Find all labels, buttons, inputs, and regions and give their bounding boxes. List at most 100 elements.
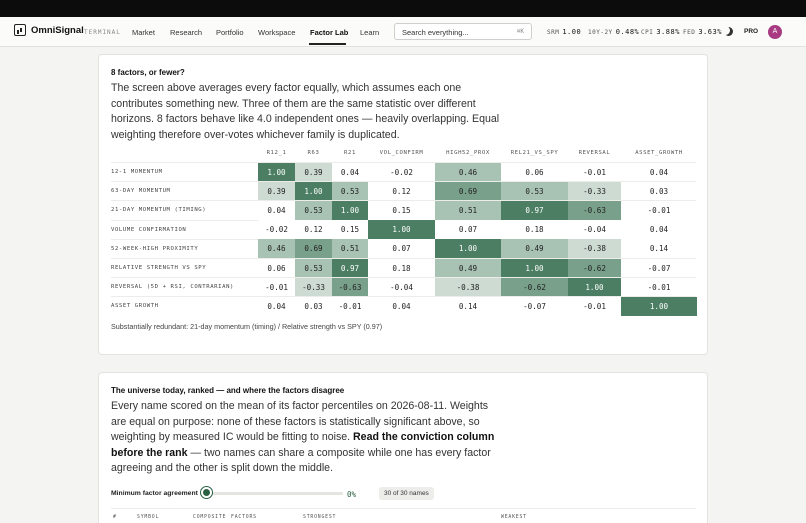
matrix-cell: 0.49 — [435, 258, 501, 278]
matrix-cell: -0.07 — [621, 258, 697, 278]
nav-item-research[interactable]: Research — [170, 28, 203, 37]
avatar[interactable]: A — [768, 25, 782, 39]
ranking-column-header[interactable]: # — [113, 515, 117, 520]
matrix-cell: 0.14 — [435, 296, 501, 316]
matrix-column-header: ASSET_GROWTH — [635, 150, 683, 156]
ticker-fed: FED 3.63% — [683, 28, 722, 36]
matrix-cell: -0.62 — [501, 277, 568, 297]
nav-item-workspace[interactable]: Workspace — [258, 28, 296, 37]
search-placeholder: Search everything... — [402, 28, 469, 37]
matrix-cell: 0.53 — [295, 200, 332, 220]
matrix-cell: 1.00 — [568, 277, 621, 297]
nav-item-factor-lab[interactable]: Factor Lab — [310, 28, 349, 37]
matrix-cell: 0.97 — [501, 200, 568, 220]
matrix-column-header: R12_1 — [266, 150, 287, 156]
matrix-cell: -0.63 — [568, 200, 621, 220]
matrix-cell: 0.69 — [295, 239, 332, 259]
active-tab-indicator — [309, 43, 346, 45]
ticker-10y2y: 10Y-2Y 0.48% — [588, 28, 640, 36]
nav-item-market[interactable]: Market — [132, 28, 155, 37]
matrix-cell: 0.06 — [501, 162, 568, 182]
matrix-cell: 0.04 — [258, 296, 295, 316]
matrix-cell: -0.01 — [621, 277, 697, 297]
matrix-cell: 0.53 — [501, 181, 568, 201]
top-nav: OmniSignal TERMINAL Market Research Port… — [0, 17, 806, 47]
matrix-column-header: REL21_VS_SPY — [510, 150, 559, 156]
matrix-cell: 0.53 — [332, 181, 368, 201]
universe-card: The universe today, ranked — and where t… — [98, 372, 708, 523]
matrix-cell: 1.00 — [621, 296, 697, 316]
ranking-column-header[interactable]: FACTORS — [231, 515, 257, 520]
agreement-slider-track[interactable] — [206, 492, 343, 495]
matrix-cell: -0.38 — [435, 277, 501, 297]
matrix-cell: 0.07 — [368, 239, 435, 259]
matrix-cell: 0.06 — [258, 258, 295, 278]
terminal-tag: TERMINAL — [84, 29, 121, 36]
matrix-row-label: 12-1 MOMENTUM — [111, 169, 163, 175]
matrix-cell: 0.12 — [368, 181, 435, 201]
ranking-column-header[interactable]: COMPOSITE — [193, 515, 227, 520]
matrix-cell: 1.00 — [435, 239, 501, 259]
matrix-row-label: 63-DAY MOMENTUM — [111, 188, 171, 195]
matrix-column-header: VOL_CONFIRM — [379, 150, 424, 156]
matrix-column-header: R21 — [344, 150, 356, 156]
ranking-column-header[interactable]: SYMBOL — [137, 515, 160, 520]
matrix-cell: 0.04 — [258, 200, 295, 220]
matrix-cell: 0.69 — [435, 181, 501, 201]
matrix-cell: 0.97 — [332, 258, 368, 278]
matrix-cell: 0.46 — [258, 239, 295, 259]
matrix-row-label: VOLUME CONFIRMATION — [111, 226, 187, 233]
matrix-cell: -0.04 — [568, 220, 621, 240]
moon-icon[interactable] — [724, 27, 733, 36]
matrix-cell: 1.00 — [258, 162, 295, 182]
matrix-cell: 0.51 — [332, 239, 368, 259]
matrix-cell: -0.04 — [368, 277, 435, 297]
matrix-row-label: 21-DAY MOMENTUM (TIMING) — [111, 207, 207, 214]
matrix-cell: 0.04 — [621, 162, 697, 182]
nav-item-portfolio[interactable]: Portfolio — [216, 28, 244, 37]
matrix-row-label: ASSET GROWTH — [111, 303, 159, 310]
matrix-cell: -0.02 — [368, 162, 435, 182]
nav-item-learn[interactable]: Learn — [360, 28, 380, 37]
matrix-cell: 0.39 — [258, 181, 295, 201]
matrix-row-label: 52-WEEK-HIGH PROXIMITY — [111, 245, 199, 252]
matrix-cell: 0.03 — [621, 181, 697, 201]
matrix-cell: 0.14 — [621, 239, 697, 259]
matrix-column-header: REVERSAL — [578, 150, 611, 156]
matrix-row-label: RELATIVE STRENGTH VS SPY — [111, 265, 207, 271]
matrix-cell: 0.04 — [332, 162, 368, 182]
matrix-cell: -0.33 — [568, 181, 621, 201]
matrix-cell: 0.04 — [368, 296, 435, 316]
app-name: OmniSignal — [31, 24, 84, 36]
slider-value: 0% — [347, 490, 357, 499]
matrix-cell: -0.01 — [568, 296, 621, 316]
matrix-cell: 1.00 — [368, 220, 435, 240]
slider-label: Minimum factor agreement — [111, 490, 198, 497]
search-input[interactable]: Search everything... ⌘K — [394, 23, 532, 40]
ticker-cpi: CPI 3.88% — [641, 28, 680, 36]
factor-correlation-card: 8 factors, or fewer? The screen above av… — [98, 54, 708, 355]
matrix-column-header: HIGH52_PROX — [446, 150, 490, 156]
ticker-srm: SRM 1.00 — [547, 28, 582, 36]
chart-logo-icon — [14, 24, 26, 36]
matrix-cell: 1.00 — [501, 258, 568, 278]
agreement-slider-handle[interactable] — [201, 487, 212, 498]
matrix-cell: 0.12 — [295, 220, 332, 240]
search-shortcut: ⌘K — [516, 28, 524, 35]
ranking-column-header[interactable]: WEAKEST — [501, 515, 527, 520]
matrix-cell: -0.62 — [568, 258, 621, 278]
matrix-cell: -0.38 — [568, 239, 621, 259]
matrix-cell: 1.00 — [295, 181, 332, 201]
matrix-cell: 0.18 — [501, 220, 568, 240]
ranking-column-header[interactable]: STRONGEST — [303, 515, 337, 520]
logo[interactable]: OmniSignal — [14, 24, 84, 36]
matrix-cell: 0.07 — [435, 220, 501, 240]
matrix-cell: -0.01 — [332, 296, 368, 316]
matrix-cell: -0.33 — [295, 277, 332, 297]
matrix-cell: 0.15 — [332, 220, 368, 240]
name-count-badge: 30 of 30 names — [379, 487, 434, 500]
matrix-cell: -0.01 — [621, 200, 697, 220]
matrix-cell: -0.07 — [501, 296, 568, 316]
top-black-bar — [0, 0, 806, 17]
pro-badge[interactable]: PRO — [744, 28, 759, 35]
